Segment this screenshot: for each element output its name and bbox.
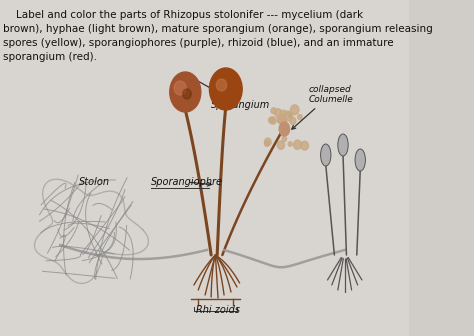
Ellipse shape <box>210 68 242 110</box>
Ellipse shape <box>301 141 309 150</box>
Ellipse shape <box>274 109 282 117</box>
Ellipse shape <box>278 115 285 124</box>
Text: collapsed
Columelle: collapsed Columelle <box>292 85 353 129</box>
Ellipse shape <box>288 113 292 117</box>
Ellipse shape <box>279 122 290 136</box>
Ellipse shape <box>290 117 296 124</box>
Ellipse shape <box>271 108 276 114</box>
Ellipse shape <box>174 81 186 95</box>
Ellipse shape <box>280 116 287 124</box>
Ellipse shape <box>282 136 287 141</box>
Ellipse shape <box>355 149 365 171</box>
Text: Stolon: Stolon <box>79 177 110 187</box>
Ellipse shape <box>277 141 284 149</box>
Text: Label and color the parts of Rhizopus stolonifer --- mycelium (dark: Label and color the parts of Rhizopus st… <box>3 10 364 20</box>
Text: sporangium (red).: sporangium (red). <box>3 52 98 62</box>
Ellipse shape <box>293 140 301 150</box>
Text: Sporangiophre: Sporangiophre <box>151 177 223 187</box>
Ellipse shape <box>284 111 292 121</box>
Ellipse shape <box>182 89 191 99</box>
Text: Rhi zoids: Rhi zoids <box>197 305 240 315</box>
Ellipse shape <box>281 110 287 117</box>
Ellipse shape <box>264 141 269 146</box>
Ellipse shape <box>291 105 299 115</box>
Ellipse shape <box>270 117 276 124</box>
Ellipse shape <box>264 138 271 146</box>
Ellipse shape <box>269 117 274 123</box>
Ellipse shape <box>288 142 292 146</box>
Ellipse shape <box>338 134 348 156</box>
Ellipse shape <box>285 129 289 134</box>
Text: spores (yellow), sporangiophores (purple), rhizoid (blue), and an immature: spores (yellow), sporangiophores (purple… <box>3 38 394 48</box>
Ellipse shape <box>320 144 331 166</box>
Ellipse shape <box>298 115 302 120</box>
Ellipse shape <box>289 113 292 118</box>
Text: Sporangium: Sporangium <box>189 76 270 110</box>
Ellipse shape <box>216 79 227 91</box>
FancyBboxPatch shape <box>0 0 409 336</box>
Ellipse shape <box>277 116 283 123</box>
Ellipse shape <box>170 72 201 112</box>
Text: brown), hyphae (light brown), mature sporangium (orange), sporangium releasing: brown), hyphae (light brown), mature spo… <box>3 24 433 34</box>
